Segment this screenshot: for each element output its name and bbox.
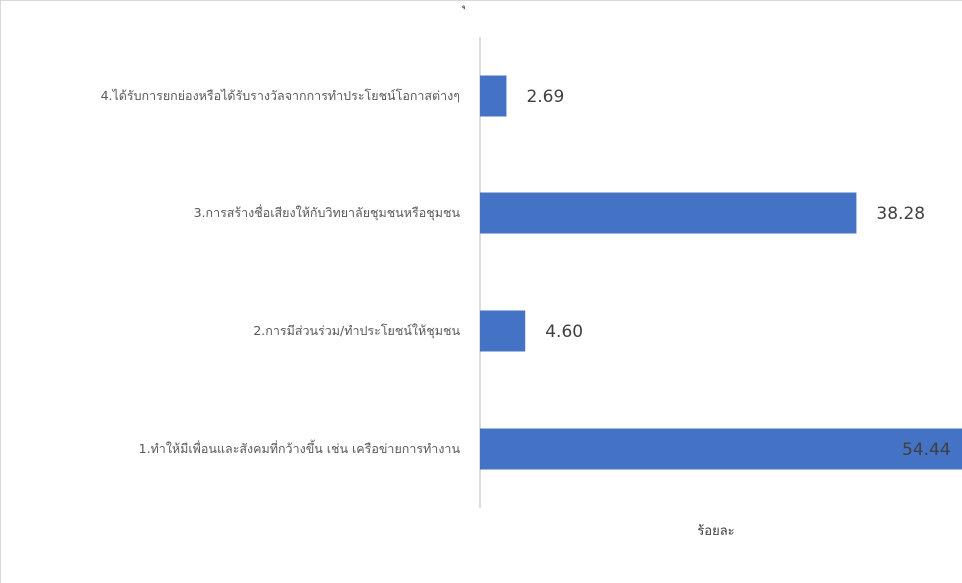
bar [480,192,857,234]
category-label: 4.ได้รับการยกย่องหรือได้รับรางวัลจากการท… [101,88,460,103]
category-label: 2.การมีส่วนร่วม/ทำประโยชน์ให้ชุมชน [253,323,460,339]
bar [480,75,507,117]
category-label: 1.ทำให้มีเพื่อนและสังคมที่กว้างขึ้น เช่น… [139,439,461,456]
bar [480,310,526,352]
bars-layer: 4.ได้รับการยกย่องหรือได้รับรางวัลจากการท… [101,75,962,470]
data-label: 38.28 [876,204,925,224]
bar [480,428,962,470]
data-label: 4.60 [545,322,583,342]
category-label: 3.การสร้างชื่อเสียงให้กับวิทยาลัยชุมชนหร… [194,204,461,221]
data-label: 2.69 [526,87,564,107]
data-label: 54.44 [902,440,951,460]
x-axis-title: ร้อยละ [697,524,734,539]
